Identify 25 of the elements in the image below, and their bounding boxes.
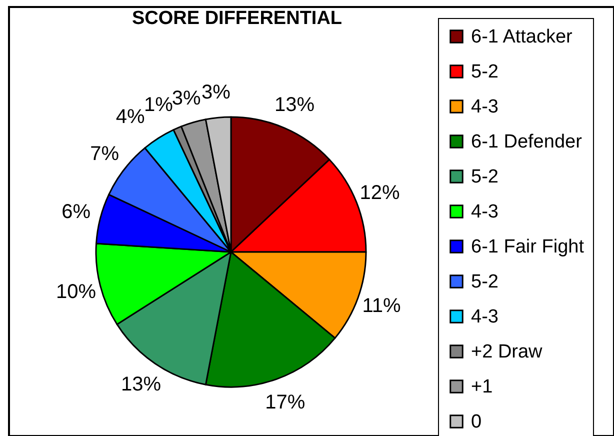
legend-label: 4-3: [471, 306, 498, 328]
legend-label: 5-2: [471, 272, 498, 292]
legend-label: 6-1 Fair Fight: [471, 236, 585, 258]
legend-label: 4-3: [471, 202, 498, 222]
legend-label: 6-1 Attacker: [471, 26, 574, 48]
legend-label: 6-1 Defender: [471, 132, 583, 152]
legend-label: +1: [471, 376, 493, 398]
data-label: 13%: [121, 373, 162, 396]
data-label: 1%: [144, 94, 174, 116]
data-label: 12%: [360, 182, 400, 204]
data-label: 7%: [90, 142, 120, 165]
data-label: 3%: [201, 82, 231, 104]
data-label: 3%: [172, 87, 202, 110]
legend-label: 4-3: [471, 96, 498, 118]
chart-title: SCORE DIFFERENTIAL: [132, 8, 342, 29]
data-label: 13%: [274, 94, 315, 116]
legend-label: 5-2: [471, 62, 498, 82]
legend-label: 5-2: [471, 166, 498, 188]
data-label: 4%: [116, 106, 145, 128]
legend-label: 0: [471, 412, 482, 432]
data-label: 11%: [362, 295, 402, 318]
data-label: 10%: [56, 280, 96, 303]
data-label: 17%: [265, 392, 306, 414]
legend-label: +2 Draw: [471, 342, 543, 362]
data-label: 6%: [62, 201, 91, 224]
